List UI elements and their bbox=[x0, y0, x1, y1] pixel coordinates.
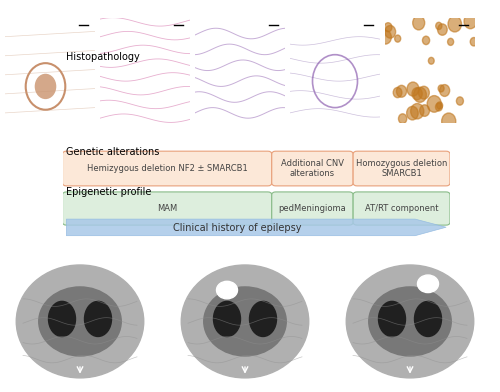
Circle shape bbox=[394, 35, 400, 42]
Ellipse shape bbox=[84, 301, 112, 336]
Text: Clinical history of epilepsy: Clinical history of epilepsy bbox=[172, 223, 301, 232]
Ellipse shape bbox=[378, 301, 406, 336]
Ellipse shape bbox=[181, 265, 309, 378]
Ellipse shape bbox=[48, 301, 76, 336]
Text: AT/RT component: AT/RT component bbox=[365, 204, 438, 213]
Circle shape bbox=[456, 97, 464, 105]
Text: MAM: MAM bbox=[157, 204, 177, 213]
Circle shape bbox=[406, 106, 418, 120]
Text: Additional CNV
alterations: Additional CNV alterations bbox=[281, 159, 344, 178]
Text: Hemizygous deletion NF2 ± SMARCB1: Hemizygous deletion NF2 ± SMARCB1 bbox=[87, 164, 248, 173]
Circle shape bbox=[418, 86, 430, 99]
Text: Histopathology: Histopathology bbox=[66, 52, 140, 62]
Ellipse shape bbox=[39, 287, 121, 356]
Ellipse shape bbox=[204, 287, 286, 356]
Circle shape bbox=[427, 96, 442, 112]
Circle shape bbox=[34, 74, 56, 99]
Circle shape bbox=[464, 14, 476, 29]
Circle shape bbox=[442, 113, 456, 130]
Circle shape bbox=[438, 85, 444, 92]
Ellipse shape bbox=[414, 301, 442, 336]
FancyBboxPatch shape bbox=[353, 192, 450, 225]
Circle shape bbox=[436, 22, 442, 29]
Circle shape bbox=[436, 103, 442, 111]
Circle shape bbox=[384, 23, 392, 32]
FancyBboxPatch shape bbox=[353, 151, 450, 186]
Circle shape bbox=[418, 275, 438, 292]
Polygon shape bbox=[66, 219, 446, 236]
Text: pedMeningioma: pedMeningioma bbox=[278, 204, 346, 213]
Circle shape bbox=[422, 36, 430, 45]
Circle shape bbox=[216, 281, 238, 299]
Circle shape bbox=[380, 30, 392, 44]
FancyBboxPatch shape bbox=[272, 151, 353, 186]
FancyBboxPatch shape bbox=[272, 192, 353, 225]
FancyBboxPatch shape bbox=[62, 151, 272, 186]
Text: Genetic alterations: Genetic alterations bbox=[66, 147, 160, 157]
Circle shape bbox=[436, 102, 442, 109]
Text: Homozygous deletion
SMARCB1: Homozygous deletion SMARCB1 bbox=[356, 159, 448, 178]
Circle shape bbox=[420, 105, 430, 116]
Circle shape bbox=[470, 38, 478, 46]
Ellipse shape bbox=[214, 301, 240, 336]
Circle shape bbox=[407, 82, 419, 96]
Circle shape bbox=[412, 16, 424, 30]
Circle shape bbox=[440, 85, 450, 96]
Circle shape bbox=[410, 103, 424, 119]
Circle shape bbox=[428, 57, 434, 64]
Circle shape bbox=[385, 25, 396, 38]
FancyBboxPatch shape bbox=[62, 192, 272, 225]
Circle shape bbox=[412, 88, 422, 100]
Ellipse shape bbox=[250, 301, 276, 336]
Text: Epigenetic profile: Epigenetic profile bbox=[66, 187, 152, 198]
Ellipse shape bbox=[369, 287, 451, 356]
Circle shape bbox=[448, 38, 454, 45]
Ellipse shape bbox=[16, 265, 144, 378]
Ellipse shape bbox=[346, 265, 474, 378]
Circle shape bbox=[448, 16, 462, 32]
Circle shape bbox=[438, 24, 447, 35]
Circle shape bbox=[414, 87, 426, 102]
Circle shape bbox=[398, 114, 407, 123]
Circle shape bbox=[393, 87, 402, 98]
Circle shape bbox=[396, 85, 406, 97]
